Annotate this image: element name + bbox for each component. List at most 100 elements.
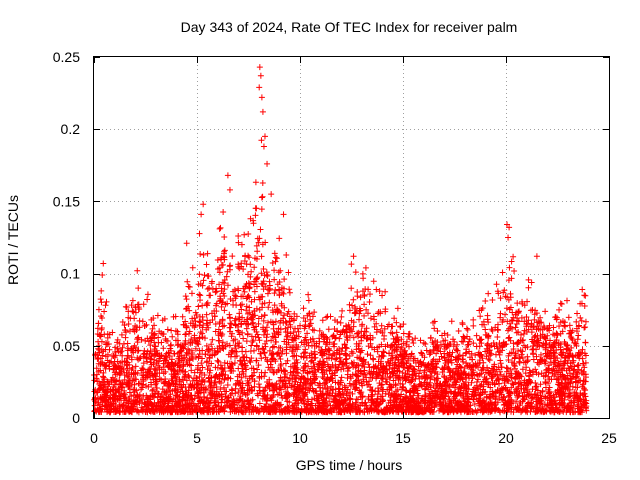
data-point (393, 388, 400, 395)
data-point (144, 296, 151, 303)
data-point (243, 338, 250, 345)
data-point (276, 278, 283, 285)
data-point (293, 369, 300, 376)
data-point (508, 258, 515, 265)
data-point (214, 357, 221, 364)
data-point (520, 359, 527, 366)
data-point (153, 359, 160, 366)
data-point (497, 314, 504, 321)
data-point (513, 329, 520, 336)
data-point (255, 362, 262, 369)
data-point (235, 328, 242, 335)
data-point (484, 312, 491, 319)
data-point (470, 340, 477, 347)
data-point (218, 303, 225, 310)
data-point (266, 380, 273, 387)
data-point (192, 338, 199, 345)
data-point (464, 326, 471, 333)
data-point (221, 247, 228, 254)
data-point (246, 375, 253, 382)
data-point (344, 374, 351, 381)
data-point (271, 302, 278, 309)
data-point (550, 324, 557, 331)
data-point (332, 356, 339, 363)
data-point (370, 278, 377, 285)
data-point (464, 342, 471, 349)
data-point (300, 305, 307, 312)
data-point (114, 339, 121, 346)
data-point (578, 317, 585, 324)
data-point (355, 362, 362, 369)
data-point (271, 334, 278, 341)
data-point (504, 388, 511, 395)
data-point (504, 365, 511, 372)
data-point (530, 356, 537, 363)
data-point (140, 360, 147, 367)
data-point (437, 348, 444, 355)
data-point (216, 375, 223, 382)
data-point (272, 318, 279, 325)
data-point (131, 315, 138, 322)
data-point (235, 239, 242, 246)
data-point (257, 226, 264, 233)
data-point (219, 323, 226, 330)
data-point (524, 357, 531, 364)
data-point (421, 386, 428, 393)
data-point (128, 354, 135, 361)
data-point (122, 327, 129, 334)
data-point (269, 344, 276, 351)
data-point (149, 407, 156, 414)
data-point (290, 368, 297, 375)
data-point (443, 382, 450, 389)
data-point (431, 325, 438, 332)
data-point (440, 337, 447, 344)
data-point (337, 379, 344, 386)
data-point (332, 386, 339, 393)
data-point (119, 318, 126, 325)
data-point (160, 401, 167, 408)
data-point (398, 336, 405, 343)
data-point (222, 343, 229, 350)
data-point (465, 341, 472, 348)
data-point (253, 275, 260, 282)
data-point (282, 318, 289, 325)
data-point (460, 338, 467, 345)
data-point (533, 383, 540, 390)
data-point (531, 333, 538, 340)
data-point (336, 335, 343, 342)
data-point (251, 369, 258, 376)
data-point (323, 355, 330, 362)
data-point (374, 310, 381, 317)
data-point (533, 407, 540, 414)
data-point (242, 373, 249, 380)
data-point (187, 339, 194, 346)
data-point (575, 332, 582, 339)
data-point (534, 323, 541, 330)
data-point (328, 383, 335, 390)
data-point (224, 382, 231, 389)
data-point (514, 300, 521, 307)
data-point (180, 321, 187, 328)
data-point (282, 360, 289, 367)
data-point (259, 241, 266, 248)
data-point (196, 334, 203, 341)
data-point (221, 276, 228, 283)
data-point (203, 301, 210, 308)
data-point (250, 319, 257, 326)
data-point (247, 261, 254, 268)
data-point (197, 319, 204, 326)
data-point (385, 399, 392, 406)
data-point (244, 310, 251, 317)
data-point (343, 333, 350, 340)
data-point (158, 391, 165, 398)
data-point (461, 334, 468, 341)
data-point (217, 224, 224, 231)
data-point (534, 359, 541, 366)
data-point (397, 345, 404, 352)
data-point (496, 368, 503, 375)
data-point (114, 345, 121, 352)
data-point (397, 323, 404, 330)
data-point (114, 336, 121, 343)
data-point (297, 396, 304, 403)
data-point (305, 291, 312, 298)
